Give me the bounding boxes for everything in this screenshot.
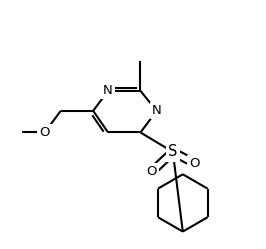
Text: N: N (103, 84, 113, 97)
Text: methoxy: methoxy (19, 132, 25, 133)
Text: S: S (168, 144, 177, 159)
Text: O: O (146, 165, 157, 178)
Text: O: O (39, 126, 50, 139)
Text: N: N (152, 104, 161, 117)
Text: O: O (189, 157, 199, 170)
